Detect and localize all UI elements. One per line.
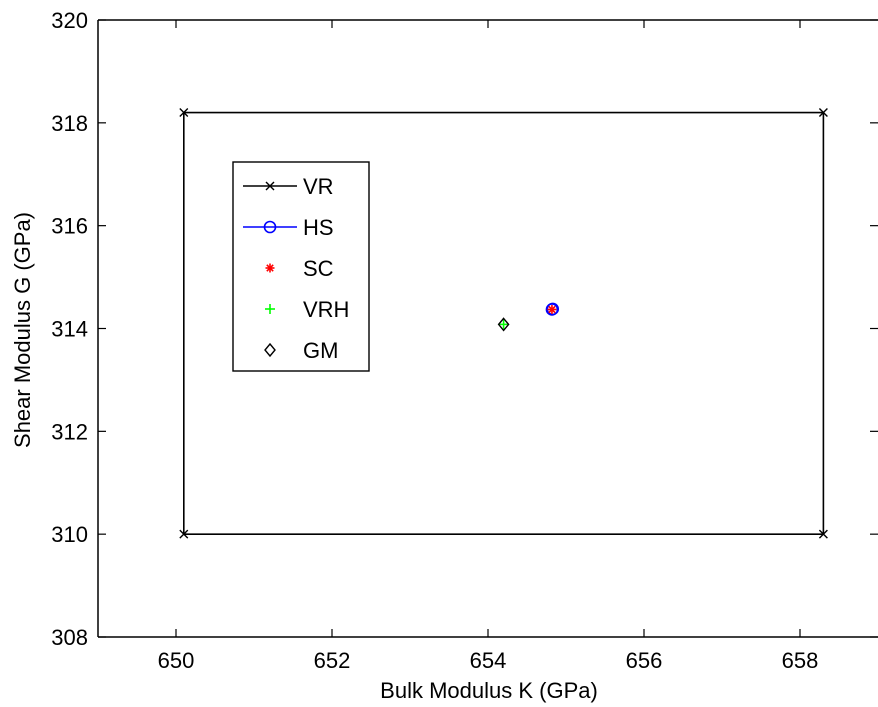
legend-marker-sc	[265, 263, 275, 273]
legend-marker-vr	[265, 181, 275, 191]
legend-label-vrh: VRH	[303, 297, 349, 322]
series-vr-point	[179, 108, 189, 118]
series-vr-point	[818, 529, 828, 539]
legend-marker-gm	[264, 342, 276, 358]
y-tick-label: 316	[51, 214, 88, 239]
x-tick-label: 654	[470, 648, 507, 673]
series-hs-point	[546, 302, 560, 316]
series-vrh-point	[498, 319, 509, 330]
legend-box	[232, 161, 370, 372]
legend-label-hs: HS	[303, 215, 334, 240]
legend-item-vrh: VRH	[265, 297, 349, 322]
x-tick-label: 652	[314, 648, 351, 673]
legend-marker-vrh	[265, 304, 275, 314]
ticks: 650 652 654 656 658 308 310 312 314 316 318 320	[51, 8, 878, 673]
legend-item-gm: GM	[264, 338, 338, 363]
y-tick-label: 312	[51, 419, 88, 444]
legend-label-gm: GM	[303, 338, 338, 363]
y-tick-label: 318	[51, 111, 88, 136]
plot-area	[179, 108, 828, 539]
x-tick-label: 656	[626, 648, 663, 673]
y-axis-label: Shear Modulus G (GPa)	[10, 212, 35, 448]
y-tick-label: 320	[51, 8, 88, 33]
legend-label-vr: VR	[303, 174, 334, 199]
legend-label-sc: SC	[303, 256, 334, 281]
legend-item-sc: SC	[265, 256, 334, 281]
y-tick-label: 314	[51, 317, 88, 342]
x-axis-label: Bulk Modulus K (GPa)	[380, 678, 598, 703]
legend-marker-hs	[263, 220, 277, 234]
series-vr-point	[179, 529, 189, 539]
legend-item-hs: HS	[243, 215, 334, 240]
legend: VR HS SC VRH GM	[232, 161, 370, 372]
series-sc-point	[547, 304, 557, 314]
legend-item-vr: VR	[243, 174, 334, 199]
x-tick-label: 650	[158, 648, 195, 673]
series-gm-point	[497, 317, 510, 332]
y-tick-label: 308	[51, 625, 88, 650]
x-tick-label: 658	[782, 648, 819, 673]
series-vr-point	[818, 108, 828, 118]
y-tick-label: 310	[51, 522, 88, 547]
